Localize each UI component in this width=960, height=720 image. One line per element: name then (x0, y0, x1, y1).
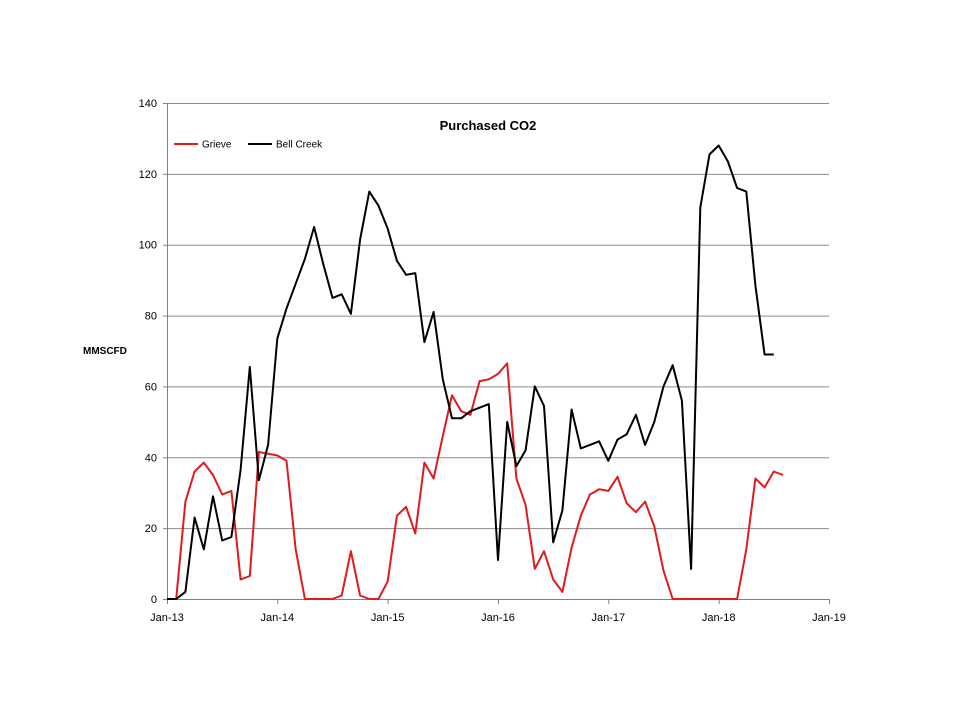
chart-title: Purchased CO2 (440, 118, 537, 133)
legend-label-bell-creek: Bell Creek (276, 140, 323, 151)
x-tick-label: Jan-14 (261, 612, 295, 624)
y-tick-label: 140 (139, 98, 157, 110)
series (167, 144, 784, 600)
y-tick-labels: 0 20 40 60 80 100 120 140 (139, 98, 167, 606)
y-tick-label: 120 (139, 169, 157, 181)
series-line-bell-creek (167, 144, 774, 600)
y-tick-label: 0 (151, 594, 157, 606)
legend-label-grieve: Grieve (202, 140, 232, 151)
y-tick-label: 60 (145, 381, 157, 393)
x-tick-label: Jan-13 (150, 612, 184, 624)
series-line-grieve (175, 362, 784, 600)
x-tick-label: Jan-15 (371, 612, 405, 624)
y-tick-label: 100 (139, 240, 157, 252)
x-tick-label: Jan-19 (812, 612, 846, 624)
y-axis-label: MMSCFD (83, 346, 127, 357)
y-tick-label: 40 (145, 452, 157, 464)
x-tick-label: Jan-16 (481, 612, 515, 624)
legend: Grieve Bell Creek (174, 140, 323, 151)
axes (167, 103, 829, 600)
y-tick-label: 20 (145, 523, 157, 535)
x-tick-label: Jan-18 (702, 612, 736, 624)
y-tick-label: 80 (145, 311, 157, 323)
grid (167, 103, 829, 530)
x-tick-labels: Jan-13 Jan-14 Jan-15 Jan-16 Jan-17 Jan-18 Jan-… (150, 599, 846, 624)
x-tick-label: Jan-17 (592, 612, 626, 624)
